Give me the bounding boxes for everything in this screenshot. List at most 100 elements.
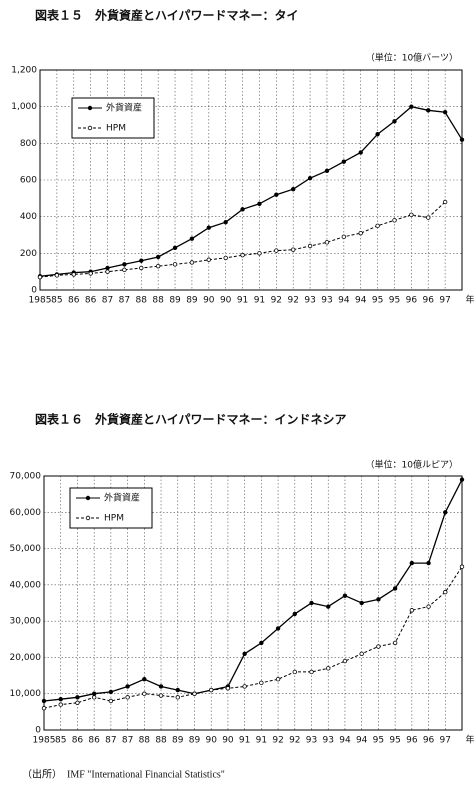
series-marker <box>223 219 228 225</box>
series-marker <box>155 263 161 269</box>
x-tick-label: 89 <box>172 736 184 746</box>
series-marker <box>375 131 380 137</box>
series-marker <box>409 212 414 218</box>
plot-frame <box>39 69 463 291</box>
y-tick-label: 20,000 <box>10 653 42 663</box>
y-tick-label: 1,200 <box>11 66 37 76</box>
x-tick-label: 89 <box>186 296 198 306</box>
legend-label: HPM <box>106 124 126 134</box>
series-marker <box>426 604 431 609</box>
series-marker <box>341 234 347 240</box>
series-marker <box>225 686 231 691</box>
series-marker <box>443 589 448 595</box>
series-marker <box>172 245 178 251</box>
series-marker <box>426 108 431 113</box>
series-marker <box>125 684 130 689</box>
series-marker <box>41 706 47 711</box>
x-tick-label: 93 <box>323 736 334 746</box>
series-marker <box>175 695 180 700</box>
series-marker <box>58 702 63 707</box>
series-marker <box>426 215 431 220</box>
series-line <box>39 201 446 278</box>
y-tick-label: 40,000 <box>10 580 42 590</box>
x-tick-label: 90 <box>205 736 217 746</box>
series-marker <box>37 274 43 280</box>
series-marker <box>291 247 296 252</box>
x-tick-label: 89 <box>189 736 201 746</box>
x-axis-label: 年 <box>465 294 474 306</box>
x-tick-label: 96 <box>406 296 418 306</box>
x-tick-label: 1985 <box>33 736 56 746</box>
y-tick-label: 10,000 <box>10 689 42 699</box>
series-marker <box>208 687 214 693</box>
x-tick-label: 95 <box>389 296 400 306</box>
series-marker <box>122 262 127 267</box>
y-tick-label: 1,000 <box>11 102 37 112</box>
series-marker <box>274 248 279 253</box>
series-marker <box>108 698 114 704</box>
x-tick-label: 87 <box>119 296 130 306</box>
y-tick-label: 200 <box>20 249 37 259</box>
series-marker <box>426 560 431 566</box>
x-tick-label: 90 <box>222 736 234 746</box>
x-tick-label: 92 <box>287 296 298 306</box>
series-marker <box>274 192 279 197</box>
x-tick-label: 96 <box>423 736 435 746</box>
series-marker <box>240 252 245 258</box>
series-line <box>43 479 463 702</box>
legend-marker <box>85 515 91 521</box>
y-tick-label: 800 <box>20 139 37 149</box>
series-marker <box>192 691 197 696</box>
x-axis-label: 年 <box>465 734 474 746</box>
x-tick-label: 95 <box>389 736 400 746</box>
x-tick-label: 97 <box>439 296 450 306</box>
series-marker <box>392 218 397 223</box>
legend-label: 外貨資産 <box>106 102 142 114</box>
x-tick-label: 91 <box>237 296 248 306</box>
unit-label: （単位：10億ルピア） <box>366 459 458 471</box>
x-tick-label: 86 <box>72 736 84 746</box>
series-marker <box>275 626 281 631</box>
plot-frame <box>43 475 463 731</box>
series-marker <box>142 677 147 682</box>
series-marker <box>257 201 262 207</box>
series-marker <box>91 695 97 700</box>
series-marker <box>326 604 331 609</box>
series-marker <box>139 265 144 271</box>
series-marker <box>409 104 414 109</box>
series-marker <box>58 696 63 702</box>
series-marker <box>459 137 465 142</box>
series-marker <box>392 640 398 646</box>
series-marker <box>442 109 448 115</box>
x-tick-label: 86 <box>68 296 80 306</box>
series-marker <box>71 272 76 277</box>
x-tick-label: 91 <box>256 736 267 746</box>
series-marker <box>324 240 330 245</box>
x-tick-label: 96 <box>406 736 418 746</box>
x-tick-label: 88 <box>155 736 167 746</box>
legend-label: 外貨資産 <box>104 492 140 504</box>
series-line <box>43 566 463 709</box>
series-marker <box>175 687 180 693</box>
y-tick-label: 0 <box>35 726 41 736</box>
x-tick-label: 94 <box>339 736 351 746</box>
series-marker <box>392 119 397 124</box>
x-tick-label: 86 <box>85 296 97 306</box>
series-marker <box>142 691 147 696</box>
series-marker <box>88 271 93 276</box>
x-tick-label: 88 <box>139 736 151 746</box>
series-line <box>39 105 463 277</box>
series-marker <box>41 698 47 704</box>
series-marker <box>409 608 415 613</box>
y-tick-label: 600 <box>20 176 37 186</box>
series-marker <box>54 273 60 278</box>
series-marker <box>307 243 313 249</box>
y-tick-label: 30,000 <box>10 617 42 627</box>
series-marker <box>292 611 297 617</box>
series-marker <box>359 600 364 606</box>
x-tick-label: 88 <box>136 296 148 306</box>
series-marker <box>275 677 281 682</box>
unit-label: （単位：10億バーツ） <box>366 52 458 64</box>
y-tick-label: 70,000 <box>10 472 42 482</box>
